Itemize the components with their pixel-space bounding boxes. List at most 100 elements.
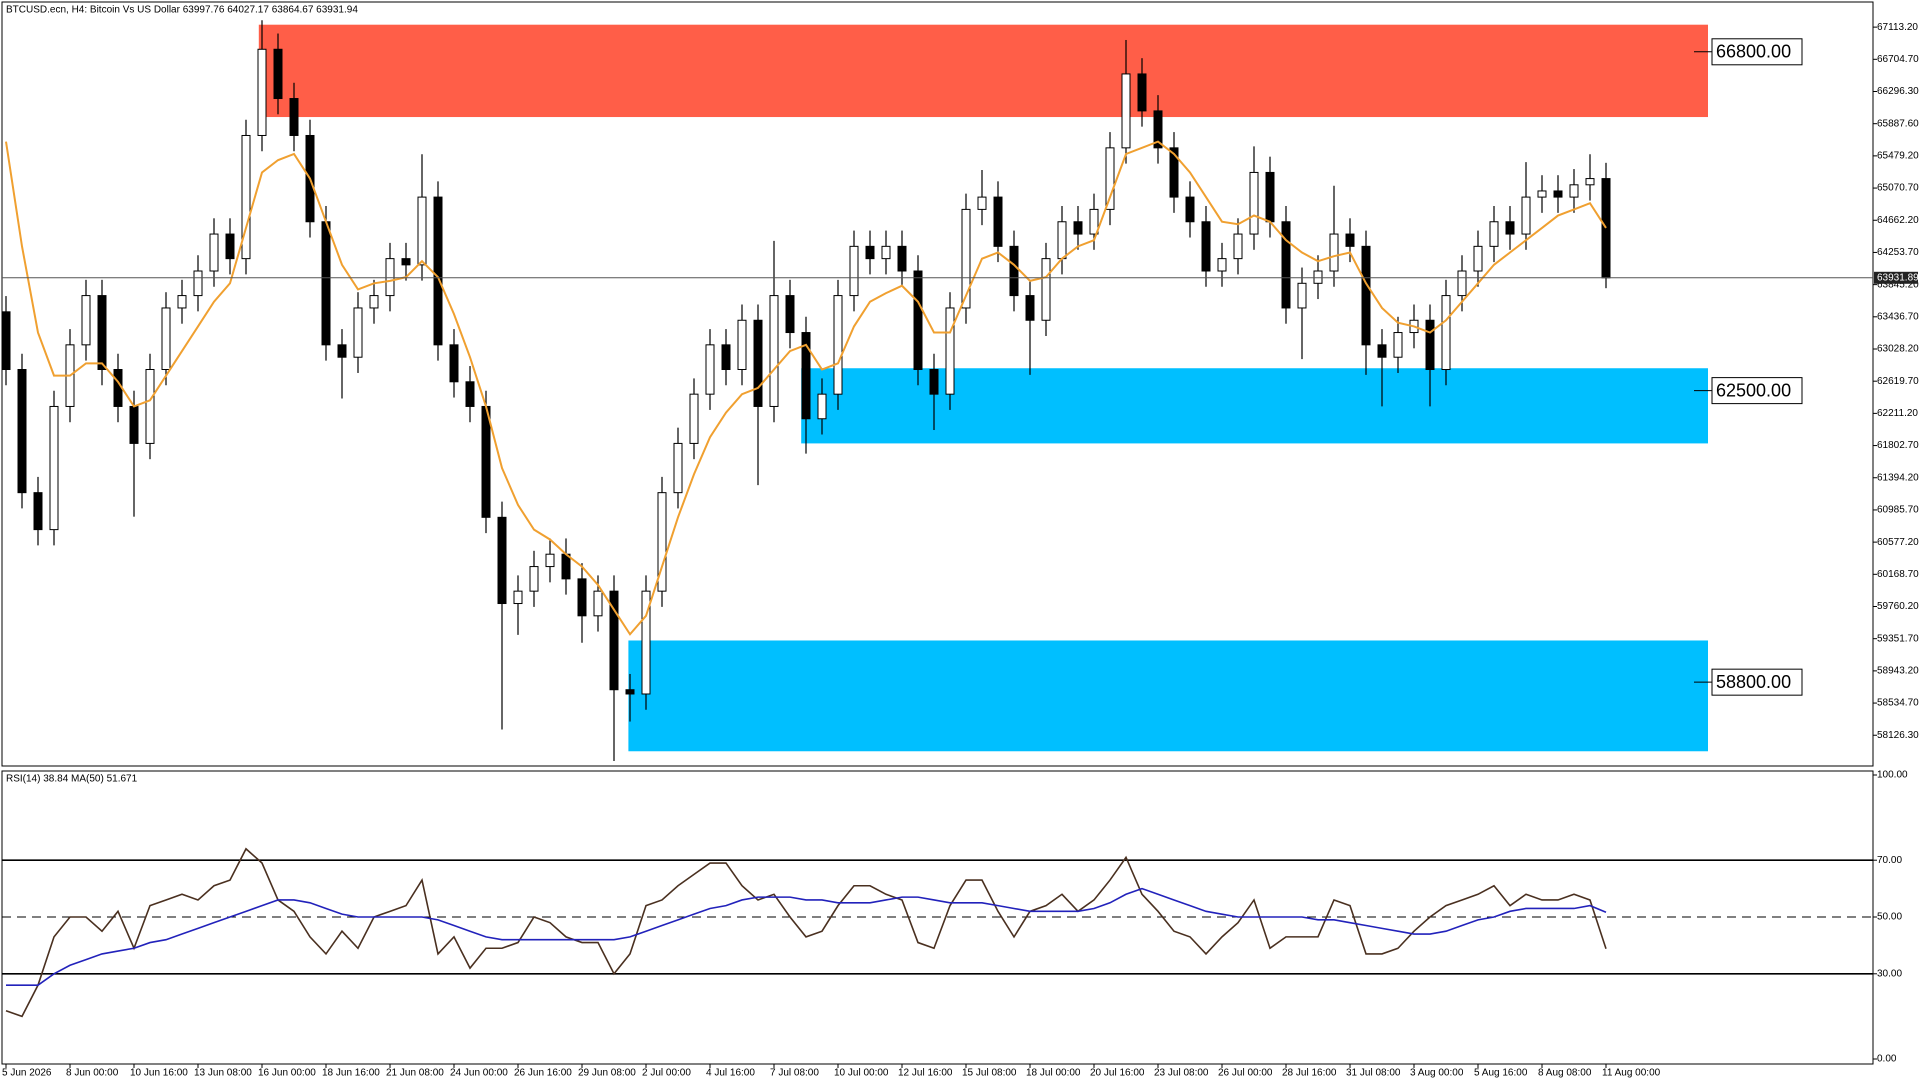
- candle-body: [1281, 221, 1291, 309]
- y-tick-label: 70.00: [1877, 855, 1902, 866]
- y-tick-label: 65479.20: [1877, 151, 1919, 162]
- candle-body: [529, 566, 539, 592]
- y-tick-label: 60577.20: [1877, 537, 1919, 548]
- candle-body: [353, 307, 363, 358]
- rsi-line: [5, 847, 1607, 1018]
- level-label: 66800.00: [1716, 42, 1791, 62]
- candle-body: [1425, 319, 1435, 371]
- candle-body: [1217, 258, 1227, 272]
- candle-body: [385, 258, 395, 297]
- candle-body: [545, 553, 555, 568]
- x-tick-label: 26 Jul 00:00: [1218, 1068, 1273, 1079]
- candle-body: [977, 196, 987, 210]
- x-tick-label: 23 Jul 08:00: [1154, 1068, 1209, 1079]
- candle-body: [609, 590, 619, 691]
- candle-body: [705, 344, 715, 395]
- candle-body: [1377, 344, 1387, 358]
- y-tick-label: 63845.20: [1877, 279, 1919, 290]
- candle-body: [577, 578, 587, 617]
- x-tick-label: 26 Jun 16:00: [514, 1068, 572, 1079]
- level-box: [1711, 377, 1803, 405]
- x-tick-label: 28 Jul 16:00: [1282, 1068, 1337, 1079]
- x-tick-label: 31 Jul 08:00: [1346, 1068, 1401, 1079]
- candle-body: [129, 405, 139, 444]
- candle-body: [369, 295, 379, 309]
- candle-body: [1313, 270, 1323, 284]
- y-tick-label: 60168.70: [1877, 569, 1919, 580]
- y-tick-label: 63028.20: [1877, 344, 1919, 355]
- candle-body: [97, 295, 107, 371]
- candle-body: [257, 48, 267, 136]
- y-tick-label: 100.00: [1877, 770, 1908, 781]
- y-tick-label: 64253.70: [1877, 247, 1919, 258]
- candle-body: [1265, 171, 1275, 223]
- x-tick-label: 18 Jul 00:00: [1026, 1068, 1081, 1079]
- price-panel: [1, 1, 1874, 767]
- candle-body: [641, 590, 651, 695]
- x-tick-label: 18 Jun 16:00: [322, 1068, 380, 1079]
- candle-body: [913, 270, 923, 371]
- candle-body: [1041, 258, 1051, 321]
- last-price-box: [1874, 271, 1918, 284]
- candle-body: [449, 344, 459, 383]
- y-tick-label: 61802.70: [1877, 440, 1919, 451]
- candle-body: [1025, 295, 1035, 321]
- candle-body: [929, 369, 939, 395]
- x-tick-label: 21 Jun 08:00: [386, 1068, 444, 1079]
- x-tick-label: 8 Jun 00:00: [66, 1068, 119, 1079]
- candle-body: [625, 689, 635, 695]
- y-tick-label: 64662.20: [1877, 215, 1919, 226]
- candle-body: [1393, 332, 1403, 358]
- candle-body: [289, 98, 299, 136]
- candle-body: [1361, 245, 1371, 346]
- x-tick-label: 16 Jun 00:00: [258, 1068, 316, 1079]
- candle-body: [833, 295, 843, 395]
- candle-body: [1505, 221, 1515, 235]
- candle-body: [177, 295, 187, 309]
- x-tick-label: 10 Jul 00:00: [834, 1068, 889, 1079]
- y-tick-label: 58534.70: [1877, 698, 1919, 709]
- candle-body: [193, 270, 203, 297]
- candle-body: [561, 553, 571, 580]
- candle-body: [33, 492, 43, 531]
- x-tick-label: 15 Jul 08:00: [962, 1068, 1017, 1079]
- zone: [628, 640, 1708, 752]
- candle-body: [673, 442, 683, 494]
- candle-body: [1473, 245, 1483, 272]
- y-tick-label: 50.00: [1877, 912, 1902, 923]
- candle-body: [593, 590, 603, 617]
- zone: [258, 24, 1708, 118]
- x-tick-label: 7 Jul 08:00: [770, 1068, 819, 1079]
- candle-body: [465, 381, 475, 407]
- candle-body: [657, 492, 667, 592]
- candle-body: [113, 369, 123, 407]
- candle-body: [161, 307, 171, 371]
- y-tick-label: 30.00: [1877, 968, 1902, 979]
- candle-body: [1233, 233, 1243, 260]
- y-tick-label: 62211.20: [1877, 408, 1918, 419]
- candle-body: [1537, 190, 1547, 198]
- level-label: 58800.00: [1716, 672, 1791, 692]
- candle-body: [1601, 178, 1611, 279]
- x-tick-label: 3 Aug 00:00: [1410, 1068, 1464, 1079]
- candle-body: [497, 516, 507, 605]
- candle-body: [721, 344, 731, 371]
- last-price-label: 63931.89: [1877, 272, 1919, 283]
- candle-body: [1089, 208, 1099, 235]
- candle-body: [689, 393, 699, 444]
- chart-title: BTCUSD.ecn, H4: Bitcoin Vs US Dollar 639…: [6, 5, 358, 16]
- candle-body: [337, 344, 347, 358]
- candle-body: [769, 295, 779, 407]
- x-tick-label: 8 Aug 08:00: [1538, 1068, 1592, 1079]
- candle-body: [481, 405, 491, 518]
- candle-body: [849, 245, 859, 297]
- level-box: [1711, 668, 1803, 696]
- candle-body: [273, 48, 283, 100]
- candle-body: [1249, 171, 1259, 235]
- level-label: 62500.00: [1716, 380, 1791, 400]
- candle-body: [513, 590, 523, 605]
- x-tick-label: 12 Jul 16:00: [898, 1068, 953, 1079]
- candle-body: [225, 233, 235, 260]
- candle-body: [801, 332, 811, 420]
